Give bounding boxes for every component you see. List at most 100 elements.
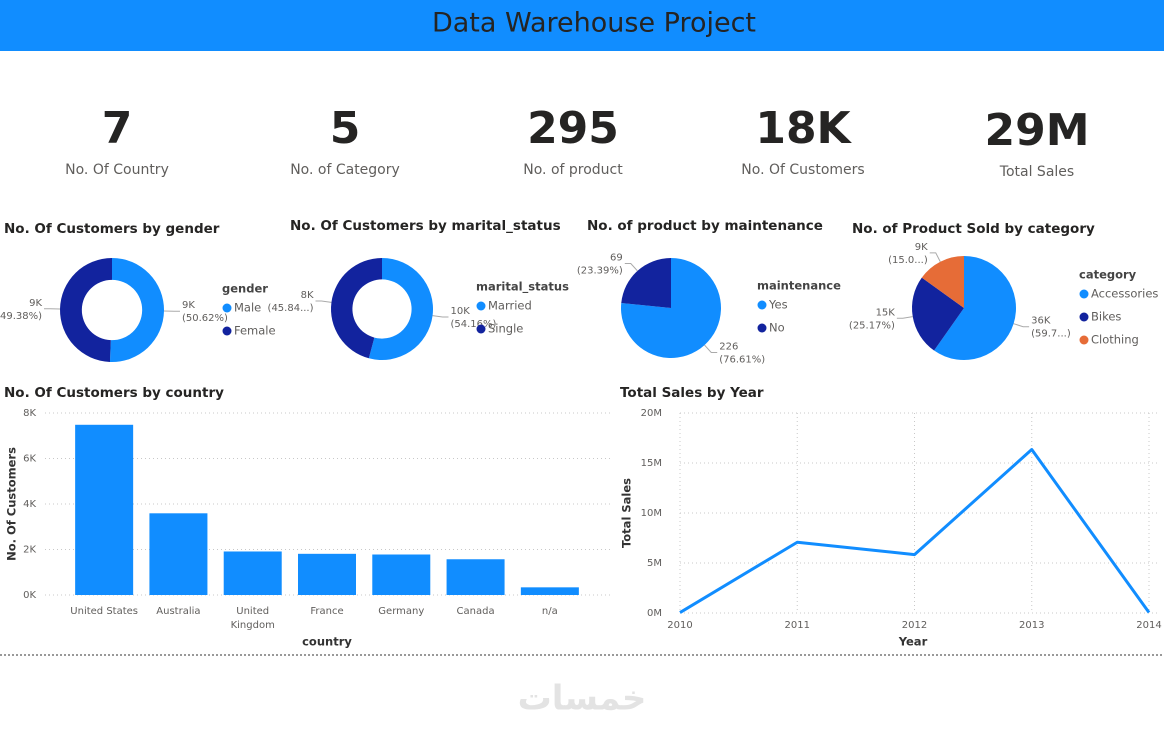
y-tick-label: 15M xyxy=(641,458,662,469)
y-tick-label: 20M xyxy=(641,408,662,419)
legend-label: Yes xyxy=(768,298,788,312)
leader-line xyxy=(315,300,332,303)
data-label-percent: (45.84...) xyxy=(268,303,314,314)
y-tick-label: 4K xyxy=(23,499,36,510)
kpi-value: 29M xyxy=(984,105,1089,156)
leader-line xyxy=(929,252,941,262)
kpi-label: No. of product xyxy=(523,162,623,178)
y-tick-label: 8K xyxy=(23,408,36,419)
x-tick-label: n/a xyxy=(541,606,558,617)
bar xyxy=(372,554,431,595)
data-label: 9K xyxy=(915,242,928,253)
legend-label: Male xyxy=(234,301,261,315)
legend-marker xyxy=(1079,289,1089,299)
data-label: 9K xyxy=(182,300,195,311)
x-tick-label-box: n/a xyxy=(541,606,558,617)
x-axis-label: country xyxy=(302,635,352,649)
legend-label: Single xyxy=(488,322,523,336)
y-axis-label: Total Sales xyxy=(620,478,634,548)
kpi-label: Total Sales xyxy=(999,164,1074,180)
x-tick-label-box: France xyxy=(310,606,344,617)
legend-label: Female xyxy=(234,324,276,338)
y-tick-label: 10M xyxy=(641,508,662,519)
bar xyxy=(223,551,282,595)
pie-slice xyxy=(921,256,964,308)
leader-line xyxy=(624,262,638,272)
x-axis-label: Year xyxy=(898,635,928,649)
x-tick-label-box: Canada xyxy=(456,606,495,617)
bar xyxy=(75,424,134,595)
data-label-percent: (23.39%) xyxy=(577,265,623,276)
legend-label: Married xyxy=(488,299,532,313)
x-tick-label: United States xyxy=(70,606,138,617)
leader-line xyxy=(896,316,913,319)
legend-label: No xyxy=(769,321,785,335)
data-label-percent: (50.62%) xyxy=(182,313,228,324)
legend-marker xyxy=(222,326,232,336)
legend-title: maintenance xyxy=(757,279,841,293)
x-tick-label-box: Australia xyxy=(156,606,201,617)
chart-title: No. of product by maintenance xyxy=(587,218,823,234)
chart-title: No. Of Customers by country xyxy=(4,385,224,401)
y-tick-label: 0K xyxy=(23,590,36,601)
data-label-percent: (49.38%) xyxy=(0,311,42,322)
chart-title: No. Of Customers by gender xyxy=(4,221,220,237)
x-tick-label: 2014 xyxy=(1136,620,1161,631)
data-label: 9K xyxy=(29,298,42,309)
pie-slice xyxy=(934,256,1017,361)
y-tick-label: 2K xyxy=(23,545,36,556)
leader-line xyxy=(704,344,718,354)
pie-slice xyxy=(912,277,964,351)
kpi-value: 7 xyxy=(102,103,133,154)
kpi-value: 295 xyxy=(527,103,619,154)
kpi-label: No. Of Country xyxy=(65,162,169,178)
legend-label: Accessories xyxy=(1091,287,1158,301)
data-label-percent: (25.17%) xyxy=(849,320,895,331)
bar xyxy=(298,553,356,595)
x-tick-label: 2012 xyxy=(902,620,927,631)
y-tick-label: 5M xyxy=(647,558,662,569)
chart-title: No. Of Customers by marital_status xyxy=(290,218,561,234)
data-label-percent: (76.61%) xyxy=(719,355,765,366)
legend-label: Bikes xyxy=(1091,310,1121,324)
legend-label: Clothing xyxy=(1091,333,1139,347)
x-tick-label: Canada xyxy=(456,606,495,617)
x-tick-label: United Kingdom xyxy=(230,606,275,631)
legend-marker xyxy=(476,324,486,334)
legend-marker xyxy=(757,323,767,333)
kpi-label: No. Of Customers xyxy=(741,162,864,178)
legend-marker xyxy=(1079,312,1089,322)
donut-slice xyxy=(109,258,165,362)
x-tick-label: Germany xyxy=(378,606,425,617)
x-tick-label: France xyxy=(310,606,344,617)
leader-line xyxy=(432,315,449,318)
data-label: 36K xyxy=(1031,316,1051,327)
donut-slice xyxy=(60,258,112,362)
leader-line xyxy=(1013,323,1030,328)
x-tick-label-box: Germany xyxy=(378,606,425,617)
watermark: خمسات xyxy=(518,679,647,719)
page-title: Data Warehouse Project xyxy=(432,8,756,39)
data-label: 8K xyxy=(301,290,314,301)
header-bar xyxy=(0,0,1164,51)
donut-slice xyxy=(368,258,433,360)
kpi-row: 7 No. Of Country 5 No. of Category 295 N… xyxy=(65,103,1089,180)
legend-marker xyxy=(1079,335,1089,345)
y-tick-label: 0M xyxy=(647,608,662,619)
data-label: 69 xyxy=(610,252,623,263)
kpi-label: No. of Category xyxy=(290,162,400,178)
donut-slice xyxy=(330,258,382,359)
data-label: 10K xyxy=(450,306,470,317)
legend-title: category xyxy=(1079,268,1137,282)
legend-marker xyxy=(476,301,486,311)
legend-title: marital_status xyxy=(476,280,569,295)
x-tick-label: Australia xyxy=(156,606,201,617)
kpi-value: 5 xyxy=(330,103,361,154)
line-series xyxy=(679,448,1151,614)
x-tick-label: 2013 xyxy=(1019,620,1044,631)
bar xyxy=(149,513,208,595)
bar xyxy=(446,559,505,595)
y-tick-label: 6K xyxy=(23,454,36,465)
legend-title: gender xyxy=(222,282,268,296)
